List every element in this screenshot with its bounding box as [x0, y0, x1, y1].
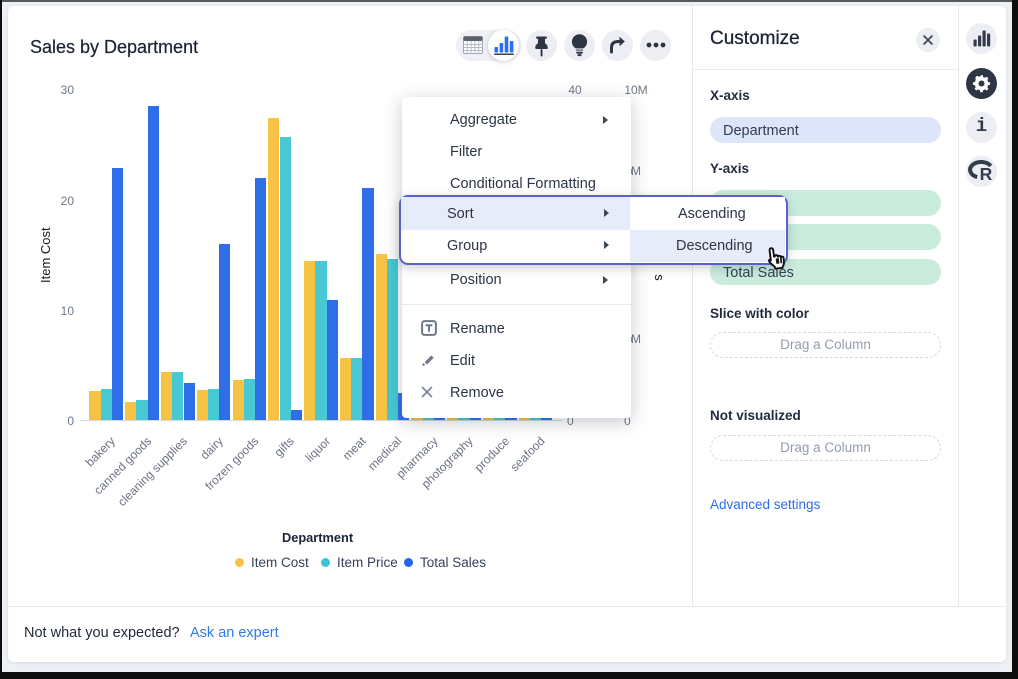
svg-text:R: R: [980, 164, 993, 183]
